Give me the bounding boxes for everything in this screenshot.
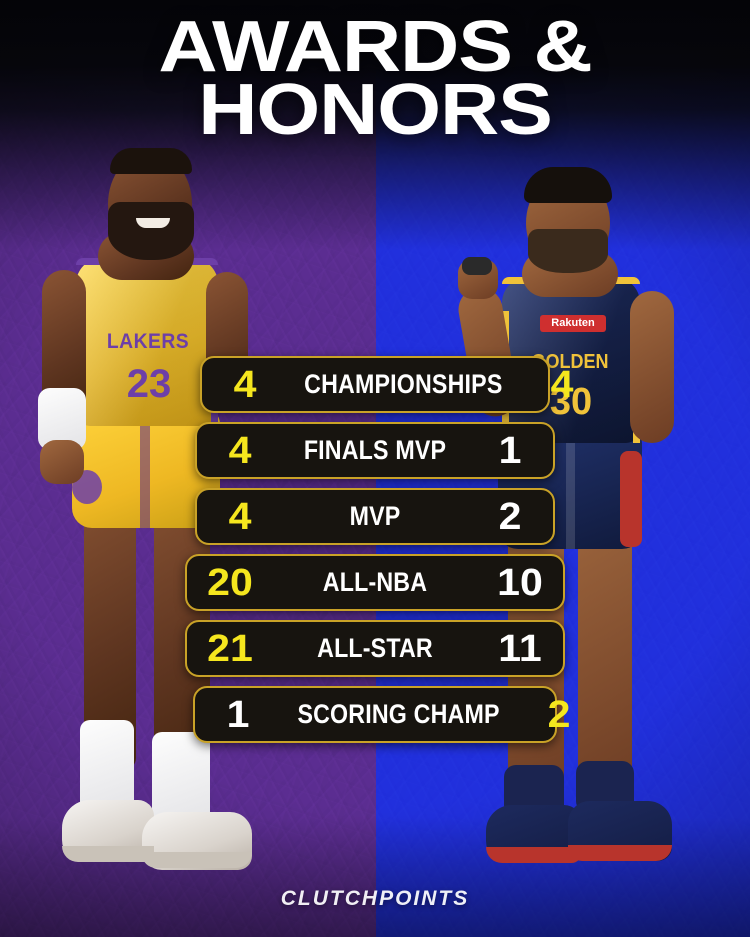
row-right-value: 1 xyxy=(498,429,522,472)
row-label: MVP xyxy=(349,501,401,531)
row-left-value: 4 xyxy=(233,363,257,406)
curry-jersey-number: 30 xyxy=(549,381,593,423)
table-row: 4 CHAMPIONSHIPS 4 xyxy=(200,356,573,413)
row-right-value: 4 xyxy=(550,363,574,406)
table-row: 4 MVP 2 xyxy=(195,488,555,545)
table-row: 21 ALL-STAR 11 xyxy=(185,620,565,677)
row-label: FINALS MVP xyxy=(303,435,447,465)
table-row: 20 ALL-NBA 10 xyxy=(185,554,565,611)
lebron-jersey-wordmark: LAKERS xyxy=(106,330,190,353)
row-label: ALL-NBA xyxy=(322,567,428,597)
row-left-value: 21 xyxy=(207,627,253,670)
title-line-1: AWARDS & xyxy=(158,7,592,87)
row-left-value: 20 xyxy=(207,561,253,604)
page-title: AWARDS & HONORS xyxy=(0,7,750,151)
curry-jersey-wordmark: GOLDEN xyxy=(531,351,609,373)
table-row: 1 SCORING CHAMP 2 xyxy=(193,686,571,743)
row-left-value: 4 xyxy=(228,429,252,472)
row-left-value: 4 xyxy=(228,495,252,538)
row-label: ALL-STAR xyxy=(317,633,433,663)
title-line-2: HONORS xyxy=(198,70,553,151)
row-label: CHAMPIONSHIPS xyxy=(304,369,503,399)
curry-jersey-sponsor: Rakuten xyxy=(540,315,606,332)
row-label: SCORING CHAMP xyxy=(297,699,500,729)
stat-comparison-table: 4 CHAMPIONSHIPS 4 4 FINALS MVP 1 4 MVP 2… xyxy=(0,356,750,743)
table-row: 4 FINALS MVP 1 xyxy=(195,422,555,479)
row-right-value: 2 xyxy=(547,693,571,736)
row-right-value: 2 xyxy=(498,495,522,538)
lebron-jersey-number: 23 xyxy=(126,362,172,406)
row-left-value: 1 xyxy=(226,693,250,736)
lebron-arm-sleeve xyxy=(38,388,86,450)
row-right-value: 11 xyxy=(498,627,542,670)
watermark-logo: CLUTCHPOINTS xyxy=(280,887,470,910)
row-right-value: 10 xyxy=(497,561,543,604)
player-image-lebron-james: LAKERS 23 xyxy=(36,140,286,900)
